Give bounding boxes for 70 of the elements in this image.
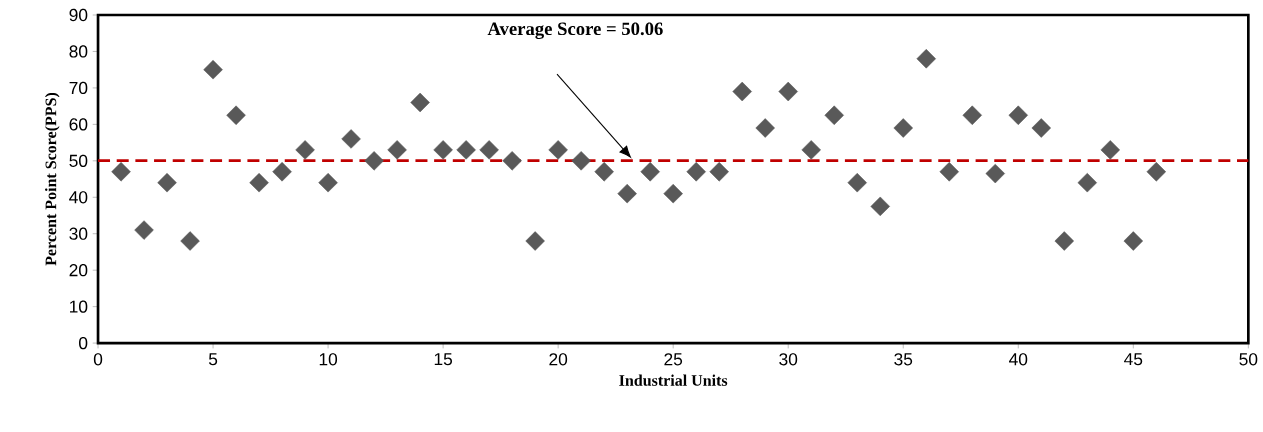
x-tick-label: 20 bbox=[549, 353, 568, 366]
point bbox=[1008, 105, 1028, 125]
x-tick-label: 0 bbox=[93, 353, 103, 366]
y-tick-label: 30 bbox=[69, 227, 88, 240]
x-tick-label: 30 bbox=[779, 353, 798, 366]
point bbox=[1054, 231, 1074, 251]
point bbox=[709, 162, 729, 182]
point bbox=[548, 140, 568, 160]
point bbox=[870, 196, 890, 217]
y-tick-label: 10 bbox=[70, 300, 88, 313]
point bbox=[686, 162, 706, 182]
point bbox=[1031, 118, 1051, 138]
point bbox=[778, 81, 798, 102]
x-tick-label: 50 bbox=[1239, 353, 1258, 366]
point bbox=[479, 140, 499, 160]
point bbox=[1100, 140, 1120, 160]
point bbox=[318, 172, 338, 193]
point bbox=[617, 183, 637, 204]
point bbox=[502, 151, 522, 171]
point bbox=[985, 163, 1005, 184]
x-tick-label: 45 bbox=[1124, 353, 1143, 366]
x-tick-label: 10 bbox=[319, 353, 338, 366]
point bbox=[433, 140, 453, 160]
point bbox=[916, 49, 936, 69]
point bbox=[1077, 172, 1097, 193]
point bbox=[387, 140, 407, 160]
point bbox=[226, 105, 246, 125]
point bbox=[893, 118, 913, 138]
point bbox=[847, 172, 867, 193]
point bbox=[364, 151, 384, 171]
point bbox=[272, 162, 292, 182]
y-tick-label: 70 bbox=[69, 81, 88, 94]
x-tick-label: 25 bbox=[664, 353, 683, 366]
point bbox=[249, 172, 269, 193]
point bbox=[732, 81, 752, 102]
point bbox=[640, 162, 660, 182]
point bbox=[456, 140, 476, 160]
point bbox=[571, 151, 591, 171]
y-tick-label: 50 bbox=[69, 154, 88, 167]
point bbox=[410, 92, 430, 113]
x-axis-title: Industrial Units bbox=[619, 374, 728, 386]
y-tick-label: 80 bbox=[69, 45, 88, 58]
point bbox=[295, 140, 315, 160]
point bbox=[801, 140, 821, 160]
point bbox=[939, 162, 959, 182]
y-tick-label: 0 bbox=[79, 336, 88, 350]
point bbox=[180, 231, 200, 251]
x-tick-label: 5 bbox=[208, 353, 218, 366]
point bbox=[111, 162, 131, 182]
y-tick-label: 60 bbox=[69, 118, 88, 131]
x-tick-label: 35 bbox=[894, 353, 913, 366]
point bbox=[594, 162, 614, 182]
point bbox=[755, 118, 775, 138]
annotation: Average Score = 50.06 bbox=[487, 22, 663, 39]
x-tick-label: 15 bbox=[434, 353, 453, 366]
point bbox=[525, 231, 545, 251]
point bbox=[203, 59, 223, 80]
point bbox=[1123, 231, 1143, 251]
point bbox=[157, 172, 177, 193]
y-tick-label: 20 bbox=[69, 263, 88, 277]
point bbox=[962, 105, 982, 125]
point bbox=[1146, 162, 1167, 182]
point bbox=[341, 129, 361, 149]
point bbox=[134, 220, 154, 240]
y-tick-label: 40 bbox=[69, 191, 88, 204]
point bbox=[824, 105, 844, 125]
point bbox=[663, 183, 683, 204]
y-tick-label: 90 bbox=[69, 8, 88, 22]
y-axis-title: Percent Point Score(PPS) bbox=[45, 92, 60, 266]
x-tick-label: 40 bbox=[1009, 353, 1028, 366]
